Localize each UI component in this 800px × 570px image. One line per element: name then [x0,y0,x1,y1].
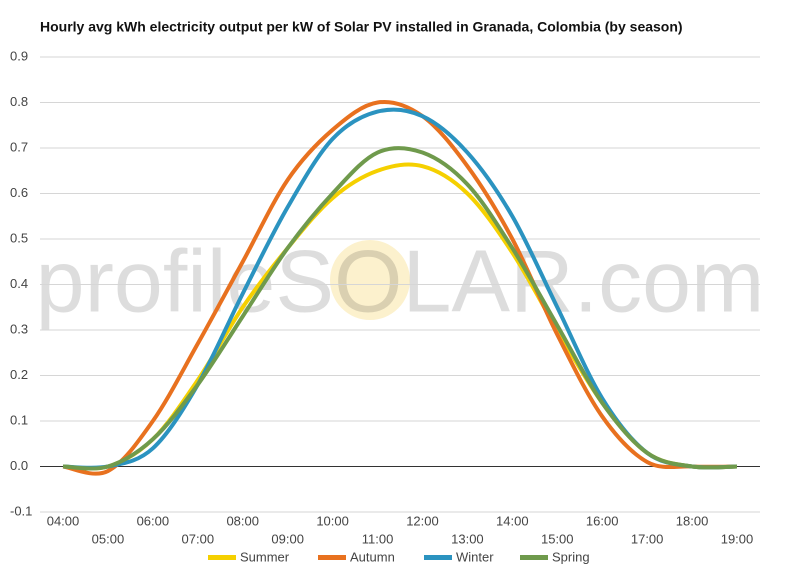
x-tick-label: 09:00 [271,531,304,546]
x-tick-label: 13:00 [451,531,484,546]
x-tick-label: 19:00 [721,531,754,546]
legend-label: Autumn [350,549,395,564]
y-tick-label: 0.3 [10,321,28,336]
legend-swatch [208,555,236,560]
series-line [62,146,738,471]
watermark: profileSOLAR.com [36,231,765,330]
y-tick-label: 0.2 [10,367,28,382]
legend-label: Summer [240,549,290,564]
y-tick-label: 0.4 [10,276,28,291]
legend-label: Winter [456,549,494,564]
x-tick-label: 16:00 [586,513,619,528]
watermark-sun [330,240,410,320]
y-tick-label: -0.1 [10,503,32,518]
y-tick-label: 0.9 [10,48,28,63]
legend-label: Spring [552,549,590,564]
y-tick-label: 0.0 [10,458,28,473]
x-tick-label: 17:00 [631,531,664,546]
legend-swatch [318,555,346,560]
x-tick-label: 07:00 [182,531,215,546]
x-tick-label: 14:00 [496,513,529,528]
x-tick-label: 15:00 [541,531,574,546]
y-tick-label: 0.8 [10,94,28,109]
legend-swatch [424,555,452,560]
y-tick-label: 0.1 [10,412,28,427]
x-tick-label: 05:00 [92,531,125,546]
y-tick-label: 0.6 [10,185,28,200]
x-tick-label: 11:00 [362,531,394,546]
x-tick-label: 12:00 [406,513,439,528]
y-tick-label: 0.7 [10,139,28,154]
legend-swatch [520,555,548,560]
x-tick-label: 04:00 [47,513,80,528]
x-tick-label: 06:00 [137,513,170,528]
x-tick-label: 08:00 [226,513,259,528]
chart-title: Hourly avg kWh electricity output per kW… [40,19,683,35]
y-tick-label: 0.5 [10,230,28,245]
x-tick-label: 10:00 [316,513,349,528]
x-tick-label: 18:00 [676,513,709,528]
series-line [62,99,738,476]
